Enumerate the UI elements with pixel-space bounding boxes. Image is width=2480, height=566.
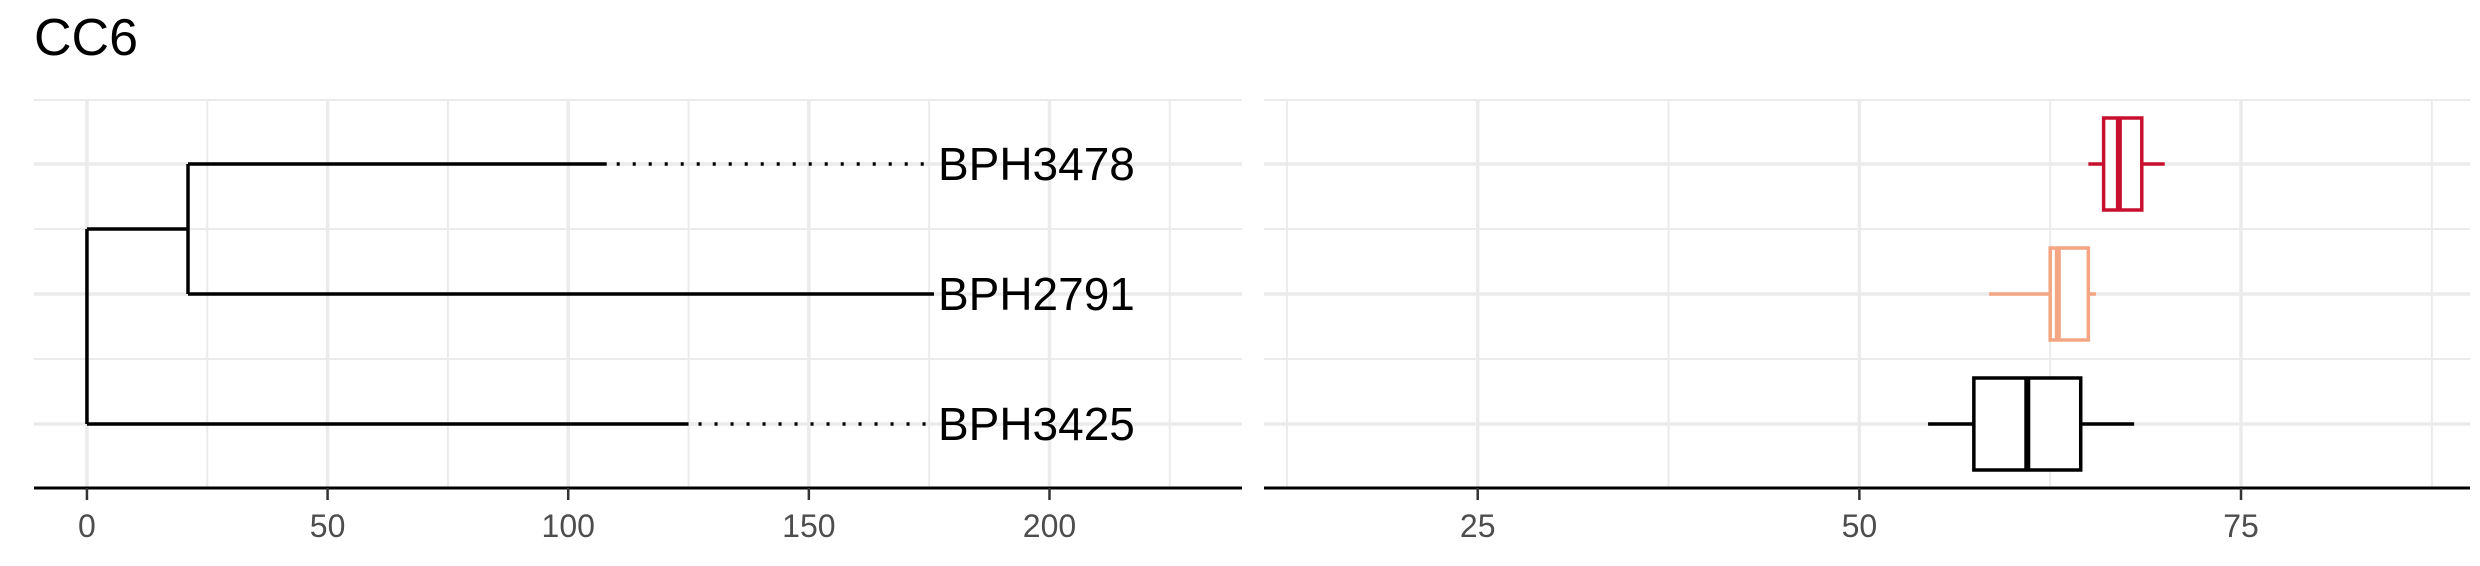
tree-x-tick-label: 200 <box>1023 508 1076 544</box>
boxplot-panel: 25 50 75 <box>1264 99 2470 544</box>
box-x-tick-label: 25 <box>1460 508 1496 544</box>
box-iqr <box>2101 116 2144 212</box>
tree-tip-label: BPH3478 <box>938 138 1135 190</box>
tree-x-tick-label: 150 <box>782 508 835 544</box>
page-title: CC6 <box>34 9 139 67</box>
tree-tip-label: BPH2791 <box>938 268 1135 320</box>
tree-x-tick-label: 50 <box>310 508 346 544</box>
tree-tip-label: BPH3425 <box>938 398 1135 450</box>
box-x-tick-label: 75 <box>2223 508 2259 544</box>
tree-panel: 0 50 100 150 200 BPH3478 BPH2791 BPH3425 <box>34 99 1242 544</box>
tree-x-tick-label: 0 <box>78 508 96 544</box>
tree-x-tick-label: 100 <box>542 508 595 544</box>
box-x-tick-label: 50 <box>1842 508 1878 544</box>
